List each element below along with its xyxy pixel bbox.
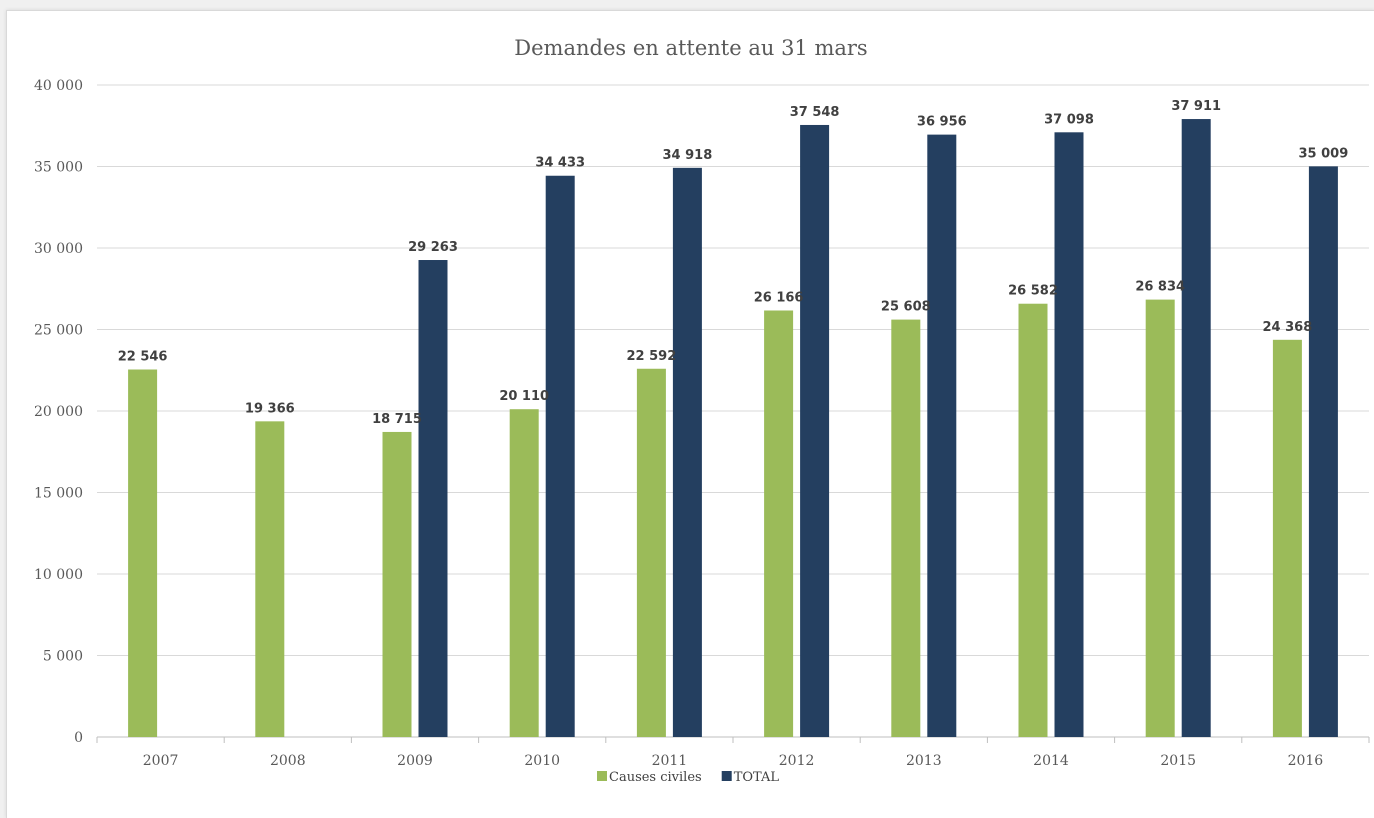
bar-causes-civiles <box>1273 340 1302 737</box>
y-tick-label: 10 000 <box>34 567 83 583</box>
legend-swatch-causes-civiles <box>597 771 607 781</box>
x-tick-label: 2008 <box>270 753 306 769</box>
data-label: 37 548 <box>790 105 840 120</box>
x-tick-label: 2009 <box>397 753 433 769</box>
data-label: 26 166 <box>754 290 804 305</box>
data-label: 29 263 <box>408 240 458 255</box>
data-label: 34 433 <box>535 156 585 171</box>
legend-label-total: TOTAL <box>734 770 780 785</box>
data-label: 35 009 <box>1299 146 1349 161</box>
x-tick-label: 2016 <box>1288 753 1324 769</box>
x-tick-label: 2014 <box>1033 753 1069 769</box>
bar-causes-civiles <box>1146 300 1175 737</box>
bar-causes-civiles <box>255 421 284 737</box>
y-tick-label: 0 <box>74 730 83 746</box>
chart-frame: Demandes en attente au 31 mars 0 5 000 10 … <box>6 10 1374 818</box>
data-label: 22 592 <box>627 349 677 364</box>
bar-causes-civiles <box>764 310 793 737</box>
bar-chart: Demandes en attente au 31 mars 0 5 000 10 … <box>7 11 1374 818</box>
x-tick-label: 2015 <box>1160 753 1196 769</box>
bar-causes-civiles <box>637 369 666 737</box>
legend: Causes civiles TOTAL <box>597 770 779 785</box>
y-tick-label: 35 000 <box>34 160 83 176</box>
bar-total <box>927 135 956 737</box>
chart-title: Demandes en attente au 31 mars <box>514 36 867 60</box>
bar-total <box>673 168 702 737</box>
bar-causes-civiles <box>1019 304 1048 737</box>
y-tick-label: 20 000 <box>34 404 83 420</box>
data-label: 26 582 <box>1008 284 1058 299</box>
x-tick-label: 2007 <box>143 753 179 769</box>
bar-total <box>800 125 829 737</box>
bar-total <box>1055 132 1084 737</box>
y-tick-label: 5 000 <box>43 649 83 665</box>
y-tick-label: 25 000 <box>34 323 83 339</box>
bar-total <box>546 176 575 737</box>
legend-swatch-total <box>722 771 732 781</box>
y-tick-label: 40 000 <box>34 78 83 94</box>
bar-total <box>1182 119 1211 737</box>
bar-causes-civiles <box>510 409 539 737</box>
y-tick-label: 30 000 <box>34 241 83 257</box>
bar-causes-civiles <box>891 320 920 737</box>
data-label: 20 110 <box>499 389 549 404</box>
x-axis-tick-labels: 2007 2008 2009 2010 2011 2012 2013 2014 2015 2016 <box>143 753 1324 769</box>
data-label: 37 911 <box>1171 99 1221 114</box>
data-label: 22 546 <box>118 350 168 365</box>
data-label: 37 098 <box>1044 112 1094 127</box>
y-tick-label: 15 000 <box>34 486 83 502</box>
data-label: 25 608 <box>881 300 931 315</box>
bars <box>128 119 1338 737</box>
x-tick-label: 2010 <box>524 753 560 769</box>
legend-label-causes-civiles: Causes civiles <box>609 770 702 785</box>
x-tick-label: 2012 <box>779 753 815 769</box>
bar-causes-civiles <box>128 370 157 737</box>
y-axis-tick-labels: 0 5 000 10 000 15 000 20 000 25 000 30 000 35 0… <box>34 78 83 746</box>
bar-total <box>419 260 448 737</box>
bar-causes-civiles <box>383 432 412 737</box>
data-label: 26 834 <box>1135 280 1185 295</box>
x-tick-label: 2013 <box>906 753 942 769</box>
bar-total <box>1309 166 1338 737</box>
data-label: 19 366 <box>245 401 295 416</box>
x-tick-label: 2011 <box>652 753 688 769</box>
data-label: 34 918 <box>663 148 713 163</box>
data-label: 18 715 <box>372 412 422 427</box>
data-label: 36 956 <box>917 115 967 130</box>
data-label: 24 368 <box>1263 320 1313 335</box>
